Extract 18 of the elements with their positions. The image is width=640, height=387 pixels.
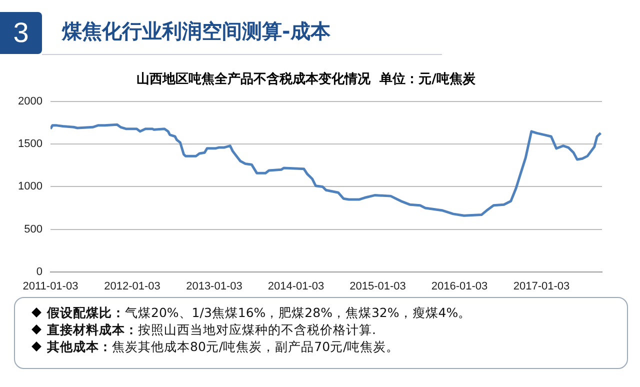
chart-subtitle: 山西地区吨焦全产品不含税成本变化情况 单位：元/吨焦炭 xyxy=(136,71,476,88)
y-tick-label: 2000 xyxy=(18,96,42,108)
y-tick-label: 0 xyxy=(36,266,42,278)
chart-title: 煤焦化行业利润空间测算-成本 xyxy=(62,18,330,45)
text: 其他成本：焦炭其他成本80元/吨焦炭，副产品70元/吨焦炭。 xyxy=(46,338,400,355)
text: 假设配煤比：气煤20%、1/3焦煤16%，肥煤28%，焦煤32%，瘦煤4%。 xyxy=(46,304,472,321)
x-tick-label: 2012-01-03 xyxy=(104,280,160,292)
text: 3 xyxy=(0,12,42,54)
x-tick-label: 2016-01-03 xyxy=(431,280,488,292)
y-tick-label: 1000 xyxy=(18,180,42,193)
x-tick-label: 2011-01-03 xyxy=(22,280,78,292)
y-tick-label: 1500 xyxy=(18,138,42,150)
x-tick-label: 2017-01-03 xyxy=(513,280,570,292)
text: 直接材料成本：按照山西当地对应煤种的不含税价格计算. xyxy=(46,321,377,338)
x-tick-label: 2015-01-03 xyxy=(350,280,406,292)
x-tick-label: 2014-01-03 xyxy=(268,280,324,292)
y-tick-label: 500 xyxy=(24,223,42,236)
x-tick-label: 2013-01-03 xyxy=(186,280,242,292)
